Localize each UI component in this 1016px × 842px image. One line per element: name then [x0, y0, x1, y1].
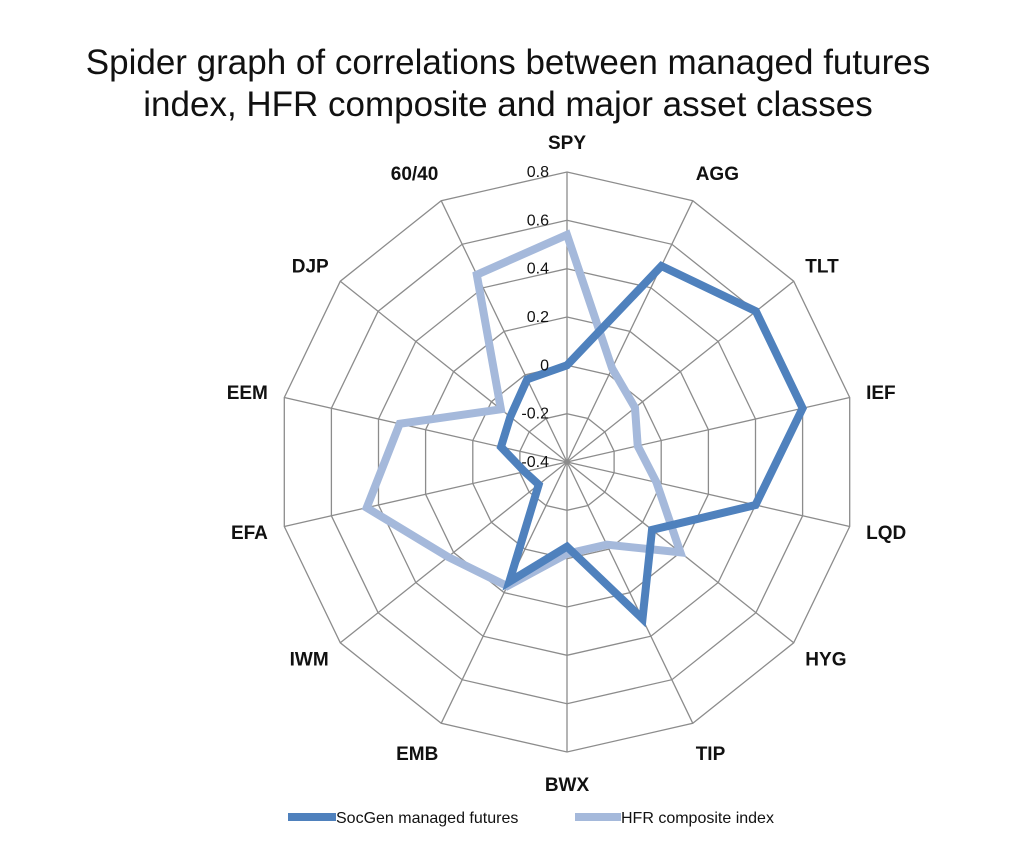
- legend: SocGen managed futures HFR composite inde…: [288, 810, 774, 827]
- tick-label: 0.2: [527, 309, 549, 326]
- tick-label: 0.4: [527, 261, 549, 278]
- tick-label: 0.8: [527, 164, 549, 181]
- category-label: IEF: [866, 383, 896, 404]
- chart-title: Spider graph of correlations between man…: [0, 42, 1016, 126]
- tick-label: -0.4: [521, 454, 549, 471]
- tick-labels: 0.8 0.6 0.4 0.2 0 -0.2 -0.4: [521, 164, 549, 471]
- grid-spoke: [284, 396, 568, 463]
- legend-item: SocGen managed futures: [288, 810, 518, 827]
- chart-title-line-2: index, HFR composite and major asset cla…: [143, 85, 873, 124]
- grid-spoke: [284, 461, 568, 528]
- category-label: TLT: [805, 257, 839, 278]
- category-label: TIP: [696, 744, 726, 765]
- category-label: SPY: [548, 133, 586, 154]
- grid-spoke: [566, 200, 694, 463]
- tick-label: -0.2: [521, 406, 549, 423]
- series-line-0: [496, 261, 808, 628]
- category-label: LQD: [866, 523, 906, 544]
- legend-label: HFR composite index: [621, 810, 774, 827]
- category-label: AGG: [696, 164, 739, 185]
- legend-label: SocGen managed futures: [336, 810, 518, 827]
- category-label: EEM: [227, 383, 268, 404]
- series-layer: [361, 229, 808, 628]
- grid-spoke: [566, 280, 795, 463]
- category-label: EMB: [396, 744, 438, 765]
- category-label: BWX: [545, 775, 590, 796]
- grid-spoke: [339, 461, 568, 644]
- grid-spoke: [566, 461, 694, 724]
- grid-spoke: [566, 461, 850, 528]
- tick-label: 0.6: [527, 212, 549, 229]
- category-label: HYG: [805, 649, 846, 670]
- category-label: 60/40: [391, 164, 439, 185]
- grid-spoke: [339, 280, 568, 463]
- category-label: DJP: [292, 257, 329, 278]
- category-label: EFA: [231, 523, 268, 544]
- series-line-1: [361, 229, 687, 591]
- category-labels: SPY AGG TLT IEF LQD HYG TIP BWX EMB IWM EFA EEM DJP 6…: [227, 133, 906, 796]
- tick-label: 0: [540, 357, 549, 374]
- grid: [283, 171, 851, 753]
- legend-item: HFR composite index: [575, 810, 774, 827]
- grid-spoke: [440, 200, 568, 463]
- grid-spoke: [440, 461, 568, 724]
- chart-title-line-1: Spider graph of correlations between man…: [85, 43, 931, 82]
- category-label: IWM: [290, 649, 329, 670]
